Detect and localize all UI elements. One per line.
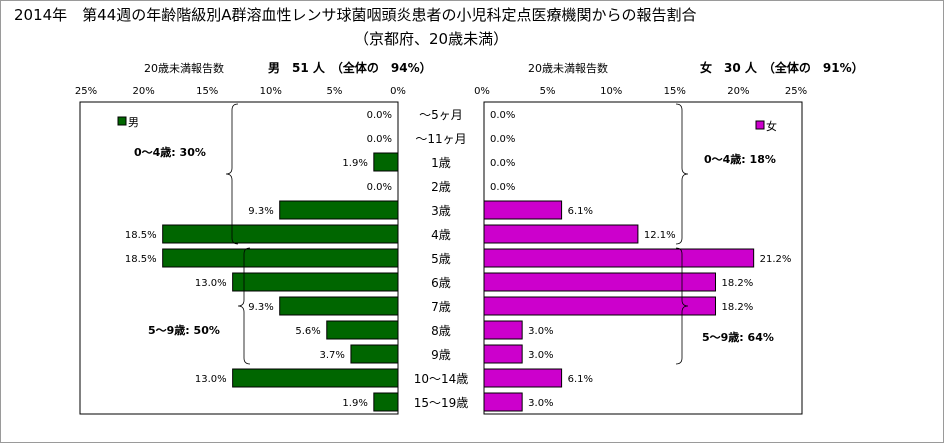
category-label: 15～19歳 <box>414 396 469 410</box>
x-tick-label: 20% <box>727 86 749 97</box>
male-bracket-5-9 <box>237 247 251 365</box>
female-bar <box>483 296 717 316</box>
female-bracket-0-4 <box>675 103 689 245</box>
female-bracket-5-9 <box>675 247 689 365</box>
male-value-label: 0.0% <box>367 110 392 121</box>
female-value-label: 0.0% <box>490 134 515 145</box>
male-value-label: 0.0% <box>367 182 392 193</box>
female-bar <box>483 248 755 268</box>
x-tick-label: 5% <box>540 86 556 97</box>
x-tick-label: 25% <box>785 86 807 97</box>
x-tick-label: 15% <box>196 86 218 97</box>
male-bar <box>326 320 399 340</box>
x-tick-label: 25% <box>75 86 97 97</box>
male-bar <box>373 392 399 412</box>
x-tick-label: 15% <box>664 86 686 97</box>
female-value-label: 12.1% <box>644 230 676 241</box>
female-group-label-5-9: 5～9歳: 64% <box>702 330 774 344</box>
female-bar <box>483 320 523 340</box>
category-label: 6歳 <box>431 276 451 290</box>
female-value-label: 18.2% <box>722 278 754 289</box>
male-value-label: 18.5% <box>125 230 157 241</box>
male-value-label: 9.3% <box>248 302 273 313</box>
chart-subtitle: （京都府、20歳未満） <box>354 30 509 48</box>
female-header-total: 女 30 人 （全体の 91%） <box>700 60 864 75</box>
female-bar <box>483 344 523 364</box>
category-label: 8歳 <box>431 324 451 338</box>
female-value-label: 3.0% <box>528 326 553 337</box>
female-value-label: 6.1% <box>568 206 593 217</box>
category-label: ～11ヶ月 <box>415 132 466 146</box>
female-group-label-0-4: 0～4歳: 18% <box>704 152 776 166</box>
male-value-label: 1.9% <box>342 158 367 169</box>
male-bracket-0-4 <box>225 103 239 245</box>
x-tick-label: 5% <box>326 86 342 97</box>
female-bar <box>483 368 563 388</box>
category-label: 3歳 <box>431 204 451 218</box>
male-value-label: 3.7% <box>320 350 345 361</box>
male-bar <box>232 368 399 388</box>
category-label: 9歳 <box>431 348 451 362</box>
x-tick-label: 10% <box>260 86 282 97</box>
x-tick-label: 0% <box>474 86 490 97</box>
male-bar <box>162 224 399 244</box>
male-value-label: 0.0% <box>367 134 392 145</box>
female-bar <box>483 272 717 292</box>
male-header-count-label: 20歳未満報告数 <box>144 62 224 75</box>
female-value-label: 0.0% <box>490 158 515 169</box>
category-label: ～5ヶ月 <box>419 108 463 122</box>
female-value-label: 0.0% <box>490 182 515 193</box>
female-value-label: 3.0% <box>528 398 553 409</box>
female-legend-label: 女 <box>766 119 777 133</box>
male-bar <box>373 152 399 172</box>
female-value-label: 0.0% <box>490 110 515 121</box>
category-label: 2歳 <box>431 180 451 194</box>
category-label: 1歳 <box>431 156 451 170</box>
female-value-label: 3.0% <box>528 350 553 361</box>
x-tick-label: 20% <box>132 86 154 97</box>
female-value-label: 6.1% <box>568 374 593 385</box>
female-header-count-label: 20歳未満報告数 <box>528 62 608 75</box>
male-value-label: 5.6% <box>295 326 320 337</box>
male-value-label: 1.9% <box>342 398 367 409</box>
female-bar <box>483 200 563 220</box>
female-bar <box>483 224 639 244</box>
female-legend-swatch <box>755 120 765 130</box>
x-tick-label: 10% <box>600 86 622 97</box>
male-value-label: 13.0% <box>195 278 227 289</box>
female-value-label: 18.2% <box>722 302 754 313</box>
male-value-label: 9.3% <box>248 206 273 217</box>
category-label: 4歳 <box>431 228 451 242</box>
male-bar <box>162 248 399 268</box>
male-bar <box>279 200 399 220</box>
male-bar <box>350 344 399 364</box>
male-header-total: 男 51 人 （全体の 94%） <box>268 60 432 75</box>
male-bar <box>232 272 399 292</box>
category-label: 7歳 <box>431 300 451 314</box>
chart-title: 2014年 第44週の年齢階級別A群溶血性レンサ球菌咽頭炎患者の小児科定点医療機… <box>14 6 697 24</box>
female-bar <box>483 392 523 412</box>
x-tick-label: 0% <box>390 86 406 97</box>
male-legend-swatch <box>117 116 127 126</box>
male-group-label-5-9: 5～9歳: 50% <box>148 323 220 337</box>
male-bar <box>279 296 399 316</box>
female-value-label: 21.2% <box>760 254 792 265</box>
category-label: 10～14歳 <box>414 372 469 386</box>
male-legend-label: 男 <box>128 116 139 129</box>
category-label: 5歳 <box>431 252 451 266</box>
male-value-label: 18.5% <box>125 254 157 265</box>
male-value-label: 13.0% <box>195 374 227 385</box>
male-group-label-0-4: 0～4歳: 30% <box>134 145 206 159</box>
